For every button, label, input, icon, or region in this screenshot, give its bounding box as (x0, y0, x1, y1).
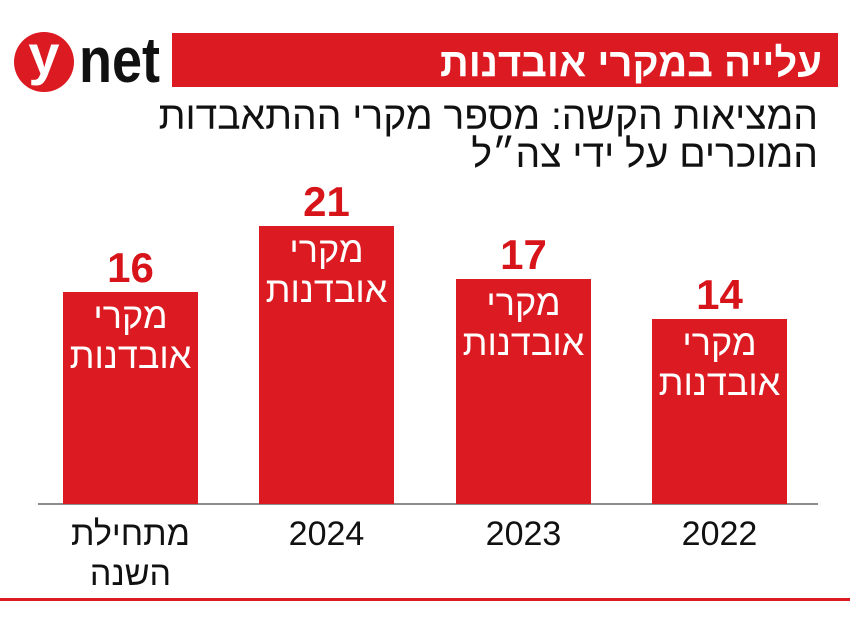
bar-text-line: אובדנות (658, 362, 781, 403)
category-label-wrap: 2022 (652, 514, 787, 554)
bar: מקרי אובדנות (652, 319, 787, 504)
subtitle-line: המוכרים על ידי צה״ל (471, 133, 818, 176)
chart-subtitle: המציאות הקשה: מספר מקרי ההתאבדות המוכרים… (158, 95, 818, 176)
bar-text: מקרי אובדנות (259, 230, 394, 310)
subtitle-line: המציאות הקשה: מספר מקרי ההתאבדות (158, 95, 818, 138)
bar: מקרי אובדנות (63, 292, 198, 504)
category-label-wrap: מתחילת השנה (63, 514, 198, 594)
ynet-logo-circle (14, 32, 74, 92)
chart-title: עלייה במקרי אובדנות (440, 41, 822, 85)
x-axis-baseline (38, 503, 818, 505)
ynet-logo-mark: y (28, 23, 59, 86)
bar-text-line: אובדנות (69, 335, 192, 376)
bar-text-line: מקרי (682, 322, 757, 363)
bar: מקרי אובדנות (456, 279, 591, 504)
category-label-wrap: 2024 (259, 514, 394, 554)
value-label: 17 (500, 231, 547, 278)
bar-text: מקרי אובדנות (63, 296, 198, 376)
bar-text-line: מקרי (93, 295, 168, 336)
ynet-logo: y net (14, 23, 160, 96)
value-label: 21 (303, 178, 350, 225)
bar-text: מקרי אובדנות (456, 283, 591, 363)
bar: מקרי אובדנות (259, 226, 394, 504)
bar-text-line: מקרי (289, 229, 364, 270)
category-label: 2023 (485, 515, 562, 553)
bottom-divider (0, 598, 850, 601)
category-label: 2022 (681, 515, 758, 553)
value-label: 14 (696, 271, 743, 318)
bar-text-line: אובדנות (462, 322, 585, 363)
value-label: 16 (107, 244, 154, 291)
category-label-wrap: 2023 (456, 514, 591, 554)
bar-text-line: מקרי (486, 282, 561, 323)
bar-text: מקרי אובדנות (652, 323, 787, 403)
title-banner: עלייה במקרי אובדנות (172, 33, 838, 87)
category-label: 2024 (288, 515, 365, 553)
ynet-logo-word: net (79, 24, 160, 96)
bar-text-line: אובדנות (265, 269, 388, 310)
category-label: מתחילת השנה (71, 515, 190, 593)
